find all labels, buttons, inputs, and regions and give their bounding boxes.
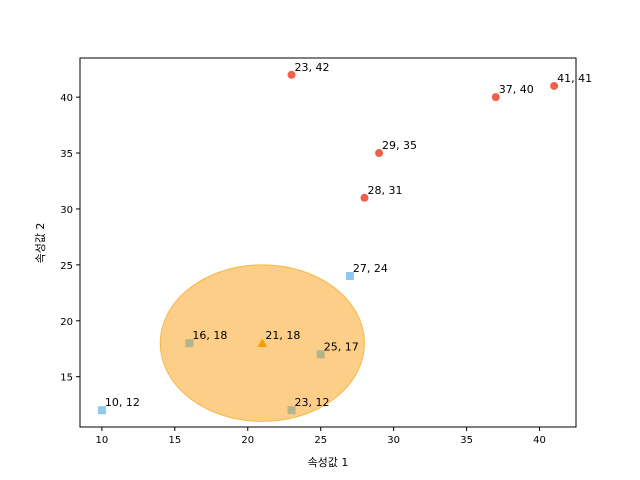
y-tick-label: 35 [60, 149, 73, 160]
y-tick-label: 20 [60, 317, 73, 328]
x-tick-label: 40 [533, 435, 546, 446]
x-axis: 10 15 20 25 30 35 40 [96, 427, 546, 446]
data-point-27-24 [345, 272, 354, 281]
y-tick-label: 25 [60, 261, 73, 272]
x-axis-label: 속성값 1 [308, 456, 349, 469]
point-label: 27, 24 [353, 262, 388, 275]
data-point-25-17 [316, 350, 325, 359]
y-tick-label: 40 [60, 93, 73, 104]
data-point-28-31 [360, 193, 369, 202]
data-point-29-35 [375, 149, 384, 158]
x-tick-label: 20 [241, 435, 254, 446]
point-labels-layer: 23, 42 41, 41 37, 40 29, 35 28, 31 27, 24 16, … [105, 61, 592, 409]
points-layer [97, 70, 559, 415]
x-tick-label: 25 [314, 435, 327, 446]
point-label: 16, 18 [192, 329, 227, 342]
data-point-10-12 [97, 406, 106, 415]
y-tick-label: 30 [60, 205, 73, 216]
data-point-23-12 [287, 406, 296, 415]
x-tick-label: 35 [460, 435, 473, 446]
point-label: 23, 12 [295, 396, 330, 409]
point-label: 41, 41 [557, 72, 592, 85]
point-label: 21, 18 [265, 329, 300, 342]
point-label: 25, 17 [324, 340, 359, 353]
point-label: 23, 42 [295, 61, 330, 74]
y-tick-label: 15 [60, 373, 73, 384]
point-label: 29, 35 [382, 139, 417, 152]
data-point-21-18 [257, 338, 268, 347]
point-label: 37, 40 [499, 83, 534, 96]
x-tick-label: 10 [96, 435, 109, 446]
point-label: 28, 31 [367, 184, 402, 197]
y-axis: 15 20 25 30 35 40 [60, 93, 80, 384]
data-point-41-41 [550, 81, 559, 90]
data-point-16-18 [185, 339, 194, 348]
x-tick-label: 30 [387, 435, 400, 446]
data-point-23-42 [287, 70, 296, 79]
x-tick-label: 15 [168, 435, 181, 446]
point-label: 10, 12 [105, 396, 140, 409]
y-axis-label: 속성값 2 [34, 223, 47, 264]
plot-frame [79, 57, 577, 428]
data-point-37-40 [491, 93, 500, 102]
